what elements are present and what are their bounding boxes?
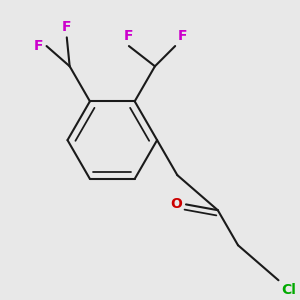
Text: O: O	[171, 197, 182, 211]
Text: F: F	[34, 39, 44, 53]
Text: F: F	[62, 20, 71, 34]
Text: Cl: Cl	[281, 283, 296, 297]
Text: F: F	[124, 29, 134, 43]
Text: F: F	[178, 29, 188, 43]
